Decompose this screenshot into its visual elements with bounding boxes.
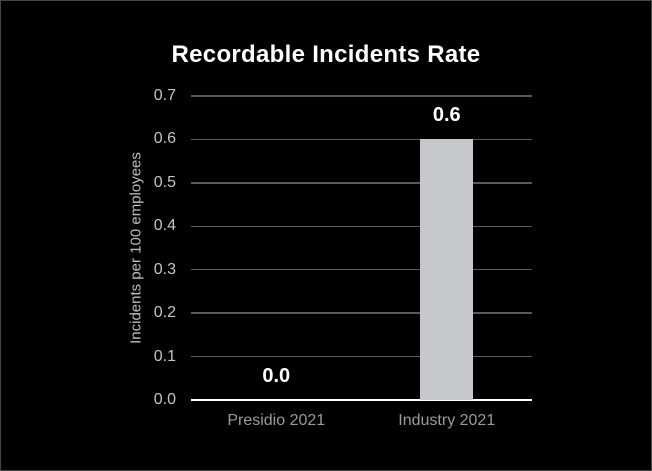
chart-title: Recordable Incidents Rate <box>171 41 481 68</box>
plot-area <box>191 95 532 401</box>
value-label: 0.6 <box>432 104 461 127</box>
x-axis-line <box>191 399 532 401</box>
gridline <box>191 355 532 358</box>
y-tick-label: 0.5 <box>153 173 176 191</box>
y-tick-label: 0.3 <box>153 260 176 278</box>
y-tick-label: 0.6 <box>153 130 176 148</box>
value-label: 0.0 <box>262 365 291 387</box>
gridline <box>191 268 532 271</box>
gridline <box>191 95 532 97</box>
category-label: Industry 2021 <box>398 412 496 429</box>
category-label: Presidio 2021 <box>227 412 326 429</box>
gridline <box>191 225 532 228</box>
y-tick-label: 0.4 <box>153 217 176 235</box>
gridline <box>191 138 532 141</box>
y-tick-label: 0.7 <box>153 87 176 104</box>
gridline <box>191 312 532 314</box>
y-tick-label: 0.2 <box>153 304 176 322</box>
y-tick-label: 0.0 <box>153 391 176 408</box>
gridline <box>191 182 532 184</box>
y-tick-label: 0.1 <box>153 347 176 365</box>
bar-industry-2021 <box>420 139 474 400</box>
